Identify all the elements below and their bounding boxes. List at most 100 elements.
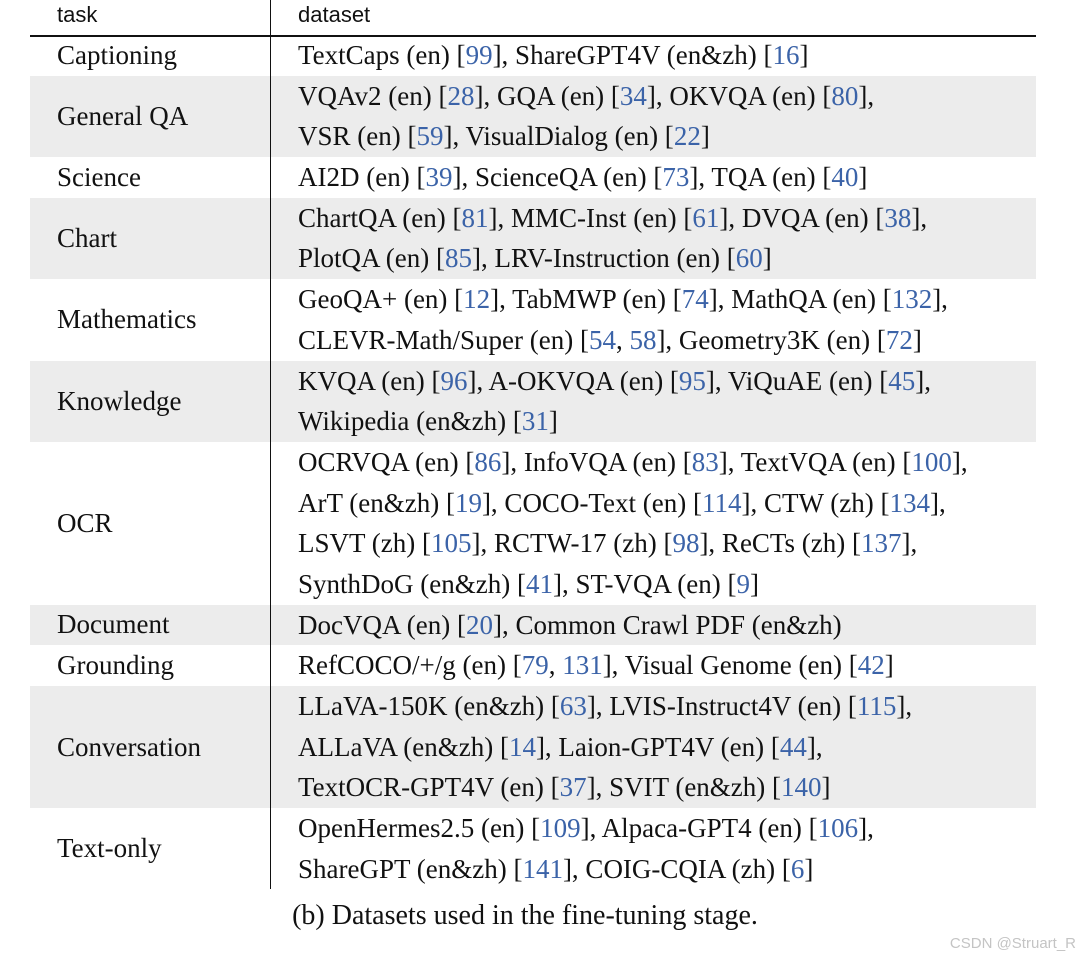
citation-link[interactable]: 41	[525, 568, 553, 599]
citation-link[interactable]: 83	[691, 446, 719, 477]
dataset-text: ],	[932, 284, 948, 315]
citation-link[interactable]: 95	[678, 365, 706, 396]
citation-link[interactable]: 100	[911, 446, 952, 477]
dataset-text: TextOCR-GPT4V (en) [	[298, 772, 560, 803]
citation-link[interactable]: 22	[673, 121, 701, 152]
dataset-text: ]	[762, 243, 772, 274]
dataset-text: ALLaVA (en&zh) [	[298, 731, 509, 762]
citation-link[interactable]: 12	[463, 284, 491, 315]
dataset-line: RefCOCO/+/g (en) [79, 131], Visual Genom…	[298, 645, 1036, 686]
task-cell: Text-only	[30, 808, 271, 890]
citation-link[interactable]: 14	[508, 731, 536, 762]
citation-link[interactable]: 115	[856, 691, 897, 721]
dataset-cell: DocVQA (en) [20], Common Crawl PDF (en&z…	[270, 604, 1036, 646]
dataset-text: ],	[858, 80, 875, 111]
table-row: Knowledge KVQA (en) [96], A-OKVQA (en) [9…	[30, 360, 1036, 442]
dataset-text: ]	[548, 406, 558, 437]
citation-link[interactable]: 72	[885, 324, 913, 355]
citation-link[interactable]: 45	[888, 365, 916, 396]
citation-link[interactable]: 98	[672, 528, 700, 559]
dataset-text: ], RCTW-17 (zh) [	[471, 528, 673, 559]
dataset-line: ChartQA (en) [81], MMC-Inst (en) [61], D…	[298, 198, 1036, 239]
citation-link[interactable]: 81	[461, 202, 489, 233]
task-cell: Grounding	[30, 645, 271, 686]
dataset-text: ], A-OKVQA (en) [	[467, 365, 679, 396]
citation-link[interactable]: 58	[629, 324, 657, 355]
dataset-text: ]	[858, 162, 868, 193]
table-row: General QA VQAv2 (en) [28], GQA (en) [34]…	[30, 75, 1036, 158]
citation-link[interactable]: 54	[588, 324, 616, 355]
citation-link[interactable]: 19	[454, 487, 482, 518]
dataset-line: DocVQA (en) [20], Common Crawl PDF (en&z…	[298, 605, 1036, 646]
dataset-text: ], Common Crawl PDF (en&zh)	[492, 609, 842, 640]
dataset-text: VSR (en) [	[298, 121, 417, 152]
citation-link[interactable]: 74	[681, 284, 709, 315]
citation-link[interactable]: 86	[474, 446, 502, 477]
citation-link[interactable]: 99	[465, 40, 493, 70]
dataset-text: ]	[884, 650, 894, 681]
dataset-text: LSVT (zh) [	[298, 528, 431, 559]
dataset-line: Wikipedia (en&zh) [31]	[298, 401, 1036, 442]
citation-link[interactable]: 38	[884, 202, 912, 233]
dataset-text: GeoQA+ (en) [	[298, 284, 464, 315]
dataset-text: ]	[912, 324, 922, 355]
citation-link[interactable]: 73	[662, 162, 690, 193]
citation-link[interactable]: 96	[440, 365, 468, 396]
dataset-text: ], CTW (zh) [	[741, 487, 890, 518]
citation-link[interactable]: 85	[444, 243, 472, 274]
citation-link[interactable]: 20	[465, 609, 493, 640]
table-row: OCR OCRVQA (en) [86], InfoVQA (en) [83], …	[30, 441, 1036, 605]
dataset-text: LLaVA-150K (en&zh) [	[298, 691, 560, 721]
dataset-cell: GeoQA+ (en) [12], TabMWP (en) [74], Math…	[271, 279, 1037, 360]
citation-link[interactable]: 61	[692, 202, 720, 233]
citation-link[interactable]: 132	[891, 284, 933, 315]
task-cell: General QA	[30, 75, 271, 158]
citation-link[interactable]: 39	[425, 162, 453, 193]
dataset-text: ], Laion-GPT4V (en) [	[535, 731, 780, 762]
dataset-text: ], GQA (en) [	[474, 80, 620, 111]
dataset-line: VQAv2 (en) [28], GQA (en) [34], OKVQA (e…	[298, 76, 1036, 117]
dataset-text: ]	[799, 40, 809, 70]
dataset-text: ], DVQA (en) [	[719, 202, 885, 233]
citation-link[interactable]: 114	[702, 487, 742, 518]
citation-link[interactable]: 80	[831, 80, 859, 111]
citation-link[interactable]: 40	[831, 162, 859, 193]
dataset-text: ], MathQA (en) [	[708, 284, 892, 315]
dataset-text: ArT (en&zh) [	[298, 487, 455, 518]
dataset-text: DocVQA (en) [	[298, 609, 466, 640]
dataset-text: ],	[858, 813, 874, 844]
citation-link[interactable]: 60	[735, 243, 763, 274]
dataset-text: ], ReCTs (zh) [	[699, 528, 862, 559]
dataset-text: ]	[804, 853, 814, 884]
watermark: CSDN @Struart_R	[949, 935, 1076, 952]
dataset-line: OCRVQA (en) [86], InfoVQA (en) [83], Tex…	[298, 442, 1036, 483]
table-header-row: task dataset	[30, 0, 1036, 35]
citation-link[interactable]: 44	[779, 731, 807, 762]
citation-link[interactable]: 28	[447, 80, 475, 111]
citation-link[interactable]: 42	[857, 650, 885, 681]
citation-link[interactable]: 141	[522, 853, 563, 884]
dataset-line: ShareGPT (en&zh) [141], COIG-CQIA (zh) […	[298, 849, 1036, 890]
citation-link[interactable]: 9	[736, 568, 750, 599]
dataset-text: ], TextVQA (en) [	[718, 446, 912, 477]
citation-link[interactable]: 34	[619, 80, 647, 111]
dataset-cell: OpenHermes2.5 (en) [109], Alpaca-GPT4 (e…	[271, 808, 1037, 889]
citation-link[interactable]: 16	[772, 40, 800, 70]
citation-link[interactable]: 79	[521, 650, 549, 681]
citation-link[interactable]: 37	[559, 772, 587, 803]
citation-link[interactable]: 140	[781, 772, 822, 803]
dataset-text: AI2D (en) [	[298, 162, 426, 193]
citation-link[interactable]: 106	[817, 813, 859, 844]
citation-link[interactable]: 6	[790, 853, 805, 884]
citation-link[interactable]: 63	[559, 691, 587, 721]
citation-link[interactable]: 131	[562, 650, 603, 681]
dataset-cell: RefCOCO/+/g (en) [79, 131], Visual Genom…	[271, 645, 1037, 686]
dataset-text: PlotQA (en) [	[298, 243, 445, 274]
citation-link[interactable]: 59	[416, 121, 444, 152]
citation-link[interactable]: 109	[540, 813, 581, 844]
task-cell: Document	[30, 604, 271, 646]
citation-link[interactable]: 137	[861, 528, 902, 559]
citation-link[interactable]: 134	[889, 487, 930, 518]
citation-link[interactable]: 105	[430, 528, 472, 559]
citation-link[interactable]: 31	[521, 406, 549, 437]
